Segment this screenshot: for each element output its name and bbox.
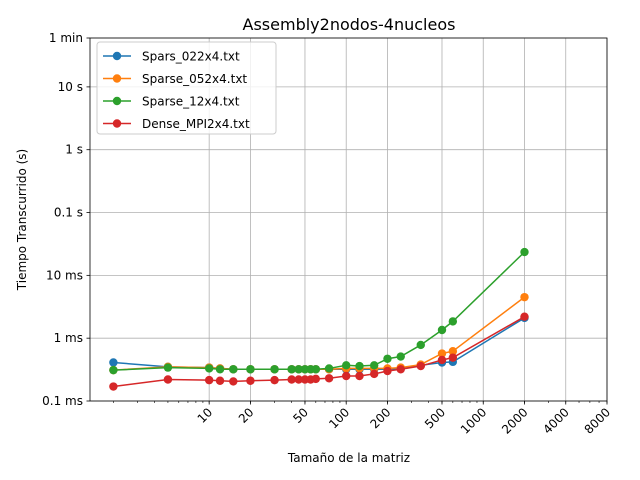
data-point [383, 366, 392, 376]
legend: Spars_022x4.txt Sparse_052x4.txt Sparse_12… [96, 41, 277, 135]
legend-marker [112, 119, 122, 128]
y-tick-label: 1 s [65, 143, 83, 157]
data-point [204, 375, 214, 385]
series-2 [109, 247, 529, 375]
data-point [163, 363, 173, 372]
data-point [246, 376, 255, 385]
data-point [383, 354, 392, 363]
y-tick-label: 1 min [49, 31, 83, 45]
data-point [229, 377, 238, 386]
series-layer [109, 247, 529, 391]
y-tick-label: 10 ms [46, 268, 83, 282]
legend-item: Spars_022x4.txt [103, 50, 240, 64]
data-point [324, 364, 334, 373]
data-point [437, 355, 447, 365]
data-point [229, 365, 238, 374]
data-point [520, 312, 529, 321]
data-point [270, 365, 279, 374]
data-point [109, 382, 118, 391]
legend-marker [112, 74, 122, 83]
data-point [287, 375, 296, 384]
data-point [311, 365, 321, 374]
legend-box [96, 41, 277, 135]
data-point [396, 365, 405, 374]
x-axis-label: Tamaño de la matriz [287, 451, 410, 465]
data-point [204, 364, 214, 373]
y-tick-label: 10 s [58, 80, 83, 94]
legend-marker [112, 96, 122, 106]
y-tick-label: 1 ms [54, 331, 83, 345]
legend-label: Dense_MPI2x4.txt [142, 117, 250, 131]
data-point [437, 325, 447, 335]
data-point [448, 317, 458, 326]
y-tick-label: 0.1 s [54, 206, 83, 220]
data-point [109, 358, 118, 367]
data-point [109, 365, 118, 375]
data-point [287, 365, 296, 374]
data-point [270, 375, 279, 385]
data-point [448, 347, 458, 356]
series-3 [109, 312, 529, 391]
data-point [355, 371, 364, 381]
y-tick-label: 0.1 ms [42, 394, 83, 408]
data-point [369, 369, 379, 379]
data-point [355, 361, 364, 371]
data-point [342, 371, 351, 381]
data-point [416, 361, 425, 371]
data-point [520, 247, 529, 257]
plot-frame [89, 37, 608, 402]
data-point [520, 292, 529, 302]
data-point [396, 352, 405, 361]
data-point [416, 340, 425, 350]
legend-label: Spars_022x4.txt [142, 50, 240, 64]
data-point [324, 374, 334, 383]
chart-title: Assembly2nodos-4nucleos [243, 15, 456, 34]
data-point [294, 365, 303, 374]
data-point [246, 365, 255, 374]
legend-label: Sparse_12x4.txt [142, 95, 240, 109]
legend-marker [112, 51, 122, 61]
data-point [215, 376, 225, 385]
y-axis-label: Tiempo Transcurrido (s) [15, 149, 29, 291]
data-point [437, 349, 447, 358]
data-point [163, 375, 173, 384]
data-point [342, 361, 351, 370]
data-point [311, 374, 321, 384]
data-point [448, 353, 458, 362]
legend-item: Dense_MPI2x4.txt [103, 117, 250, 131]
data-point [294, 375, 303, 384]
legend-item: Sparse_12x4.txt [103, 95, 240, 109]
data-point [369, 361, 379, 370]
legend-item: Sparse_052x4.txt [103, 72, 247, 86]
data-point [215, 365, 225, 374]
legend-label: Sparse_052x4.txt [142, 72, 247, 86]
